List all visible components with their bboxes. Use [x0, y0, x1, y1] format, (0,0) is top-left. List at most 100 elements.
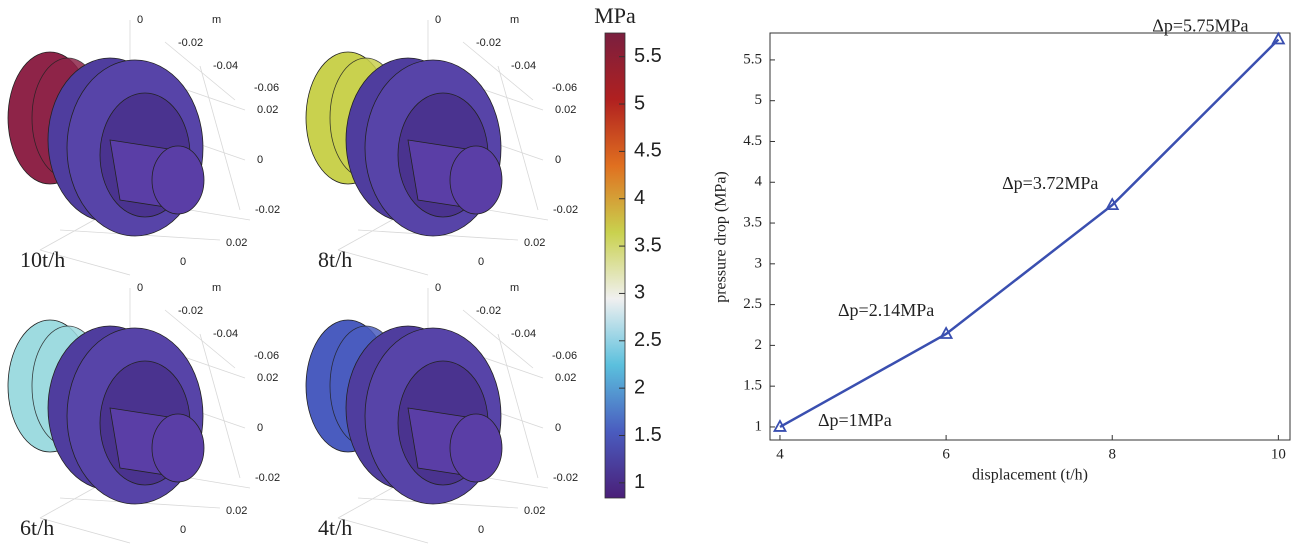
- render-grid-line: [497, 333, 539, 479]
- render-axis-label: -0.02: [476, 305, 501, 317]
- render-grid-line: [462, 309, 534, 369]
- render-axis-label: 0.02: [524, 505, 545, 517]
- colorbar: [604, 32, 626, 499]
- y-tick-label: 3: [755, 255, 763, 271]
- render-axis-label: 0.02: [257, 104, 278, 116]
- y-tick-label: 1: [755, 418, 763, 434]
- render-axis-label: -0.06: [254, 350, 279, 362]
- marker: [1271, 31, 1286, 45]
- render-axis-label: -0.04: [511, 328, 536, 340]
- render-axis-label: 0: [180, 524, 186, 536]
- colorbar-tick-label: 2: [634, 376, 645, 398]
- render-axis-label: 0: [137, 282, 143, 294]
- x-tick-label: 4: [776, 446, 784, 462]
- shaft-end: [449, 145, 503, 215]
- colorbar-tick-label: 3: [634, 282, 645, 304]
- render-axis-label: m: [212, 14, 221, 26]
- x-tick-label: 8: [1108, 446, 1116, 462]
- render-axis-label: 0.02: [524, 237, 545, 249]
- data-label: Δp=3.72MPa: [1002, 173, 1098, 193]
- render-axis-label: 0: [478, 256, 484, 268]
- render-axis-label: m: [510, 14, 519, 26]
- render-axis-label: -0.04: [511, 60, 536, 72]
- render-axis-label: 0.02: [257, 372, 278, 384]
- render-axis-label: -0.02: [476, 37, 501, 49]
- y-tick-label: 2: [755, 337, 763, 353]
- render-axis-label: -0.06: [254, 82, 279, 94]
- data-label: Δp=1MPa: [818, 410, 892, 430]
- render-label: 10t/h: [20, 247, 65, 272]
- render-axis-label: -0.04: [213, 328, 238, 340]
- render-axis-label: 0: [257, 154, 263, 166]
- data-label: Δp=5.75MPa: [1152, 16, 1248, 36]
- render-axis-label: m: [510, 282, 519, 294]
- render-axis-label: 0: [555, 154, 561, 166]
- render-grid-line: [199, 65, 241, 211]
- y-tick-label: 5: [755, 92, 763, 108]
- marker: [772, 419, 787, 432]
- plot-frame: [769, 32, 1291, 441]
- render-grid-line: [164, 41, 236, 101]
- colorbar-tick-label: 5: [634, 92, 645, 114]
- render-label: 8t/h: [318, 247, 352, 272]
- marker: [1105, 197, 1120, 210]
- render-panel: 8t/h 0 m -0.02 -0.04 -0.06 0.02 0 -0.02 0.02 0: [305, 14, 578, 276]
- render-axis-label: 0: [435, 14, 441, 26]
- render-axis-label: 0.02: [555, 372, 576, 384]
- x-tick-label: 6: [942, 446, 950, 462]
- render-grid-line: [39, 517, 131, 544]
- render-axis-label: -0.02: [553, 204, 578, 216]
- render-axis-label: -0.06: [552, 82, 577, 94]
- y-tick-label: 3.5: [743, 214, 762, 230]
- colorbar-title: MPa: [594, 3, 636, 28]
- y-tick-label: 2.5: [743, 296, 762, 312]
- shaft-end: [151, 413, 205, 483]
- y-tick-label: 4: [755, 174, 763, 190]
- render-grid-line: [497, 65, 539, 211]
- render-axis-label: 0.02: [226, 505, 247, 517]
- x-axis-title: displacement (t/h): [972, 467, 1088, 484]
- render-grid-line: [462, 41, 534, 101]
- y-tick-label: 5.5: [743, 51, 762, 67]
- render-grid-line: [337, 517, 429, 544]
- render-axis-label: 0: [180, 256, 186, 268]
- render-label: 6t/h: [20, 515, 54, 540]
- data-label: Δp=2.14MPa: [838, 300, 934, 320]
- render-axis-label: -0.02: [553, 472, 578, 484]
- render-axis-label: -0.02: [255, 472, 280, 484]
- shaft-end: [449, 413, 503, 483]
- colorbar-tick-label: 4: [634, 187, 645, 209]
- render-grid-line: [164, 309, 236, 369]
- y-axis-title: pressure drop (MPa): [713, 171, 730, 303]
- render-grid-line: [337, 249, 429, 276]
- colorbar-tick-label: 1: [634, 471, 645, 493]
- render-axis-label: -0.06: [552, 350, 577, 362]
- render-axis-label: -0.04: [213, 60, 238, 72]
- render-axis-label: 0.02: [555, 104, 576, 116]
- colorbar-tick-label: 3.5: [634, 234, 662, 256]
- colorbar-tick-label: 5.5: [634, 45, 662, 67]
- y-tick-label: 1.5: [743, 378, 762, 394]
- render-axis-label: -0.02: [178, 37, 203, 49]
- marker: [939, 326, 954, 339]
- render-axis-label: 0: [555, 422, 561, 434]
- colorbar-tick-label: 1.5: [634, 424, 662, 446]
- render-axis-label: -0.02: [178, 305, 203, 317]
- colorbar-tick-label: 4.5: [634, 140, 662, 162]
- render-panel: 6t/h 0 m -0.02 -0.04 -0.06 0.02 0 -0.02 0.02 0: [7, 282, 280, 544]
- render-panel: 4t/h 0 m -0.02 -0.04 -0.06 0.02 0 -0.02 0.02 0: [305, 282, 578, 544]
- render-label: 4t/h: [318, 515, 352, 540]
- render-axis-label: 0.02: [226, 237, 247, 249]
- colorbar-tick-label: 2.5: [634, 329, 662, 351]
- render-grid-line: [199, 333, 241, 479]
- render-panel: 10t/h 0 m -0.02 -0.04 -0.06 0.02 0 -0.02 0.02 0: [7, 14, 280, 276]
- line: [779, 38, 1280, 429]
- y-tick-label: 4.5: [743, 133, 762, 149]
- render-axis-label: 0: [435, 282, 441, 294]
- render-grid-line: [39, 249, 131, 276]
- render-axis-label: m: [212, 282, 221, 294]
- shaft-end: [151, 145, 205, 215]
- render-axis-label: 0: [478, 524, 484, 536]
- render-axis-label: 0: [137, 14, 143, 26]
